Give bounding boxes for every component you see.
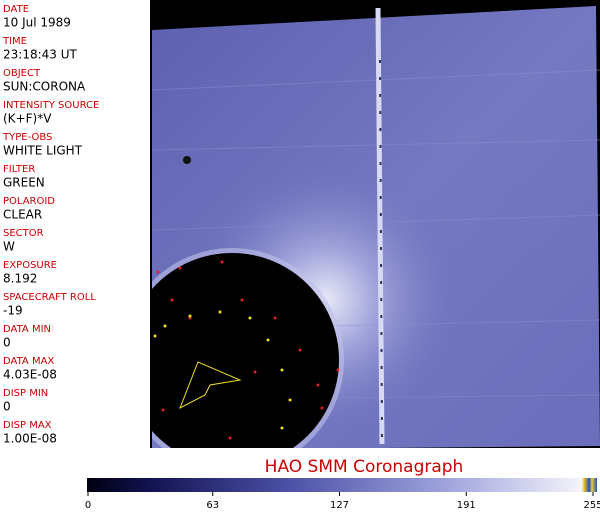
colorbar-tick-label: 127: [330, 500, 349, 511]
colorbar-tick-label: 255: [583, 500, 600, 511]
colorbar-tick-label: 63: [206, 500, 219, 511]
field-value: 4.03E-08: [3, 368, 57, 382]
field-label: DISP MAX: [3, 420, 52, 431]
field-label: SECTOR: [3, 228, 44, 239]
field-label: INTENSITY SOURCE: [3, 100, 99, 111]
field-label: TIME: [2, 36, 27, 47]
field-label: DATA MAX: [3, 356, 54, 367]
field-value: CLEAR: [3, 208, 42, 222]
field-label: DISP MIN: [3, 388, 48, 399]
field-value: WHITE LIGHT: [3, 144, 83, 158]
field-value: 0: [3, 400, 11, 414]
field-value: (K+F)*V: [3, 112, 52, 126]
field-value: GREEN: [3, 176, 45, 190]
field-value: 8.192: [3, 272, 37, 286]
field-label: FILTER: [3, 164, 35, 175]
title: HAO SMM Coronagraph: [265, 457, 464, 477]
field-value: SUN:CORONA: [3, 80, 86, 94]
field-label: SPACECRAFT ROLL: [3, 292, 96, 303]
field-label: EXPOSURE: [3, 260, 57, 271]
field-value: W: [3, 240, 15, 254]
field-label: DATE: [3, 4, 29, 15]
field-value: 0: [3, 336, 11, 350]
field-label: POLAROID: [3, 196, 55, 207]
field-value: 1.00E-08: [3, 432, 57, 446]
field-value: -19: [3, 304, 23, 318]
field-label: OBJECT: [3, 68, 41, 79]
colorbar: [87, 478, 597, 492]
header-panel: [0, 0, 150, 448]
coronagraph-image: [152, 6, 600, 448]
field-value: 23:18:43 UT: [3, 48, 77, 62]
field-label: TYPE-OBS: [2, 132, 52, 143]
field-value: 10 Jul 1989: [3, 16, 71, 30]
field-label: DATA MIN: [3, 324, 51, 335]
colorbar-tick-label: 0: [85, 500, 91, 511]
colorbar-tick-label: 191: [457, 500, 476, 511]
